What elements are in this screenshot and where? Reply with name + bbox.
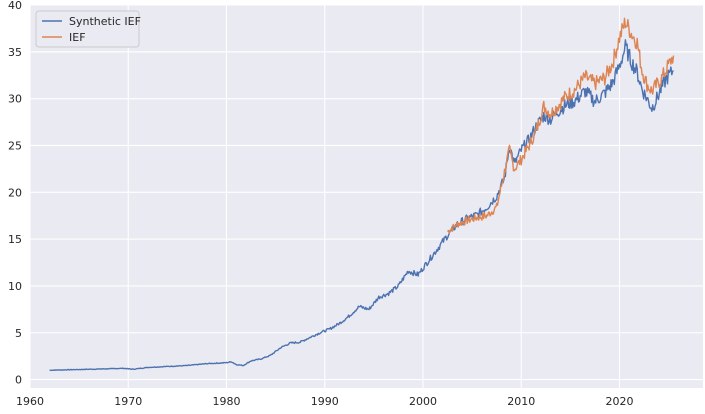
x-tick-label: 1990: [311, 395, 339, 408]
x-tick-label: 2000: [409, 395, 437, 408]
y-tick-label: 40: [8, 0, 22, 12]
y-tick-label: 5: [15, 327, 22, 340]
x-tick-label: 2010: [507, 395, 535, 408]
y-tick-label: 15: [8, 233, 22, 246]
y-tick-label: 20: [8, 186, 22, 199]
legend-label: Synthetic IEF: [69, 15, 141, 28]
y-tick-label: 30: [8, 93, 22, 106]
tick-labels: 1960 1970 1980 1990 2000 2010 2020 0 5 10 15 20 25 30…: [8, 0, 633, 408]
x-tick-label: 1980: [212, 395, 240, 408]
x-tick-label: 1960: [16, 395, 44, 408]
legend-label: IEF: [69, 31, 86, 44]
y-tick-label: 0: [15, 374, 22, 387]
legend: Synthetic IEF IEF: [35, 10, 141, 48]
y-tick-label: 35: [8, 46, 22, 59]
series-layer: [49, 17, 675, 372]
y-tick-label: 10: [8, 280, 22, 293]
x-tick-label: 2020: [605, 395, 633, 408]
legend-box: [35, 10, 140, 48]
series-line-1: [447, 17, 675, 234]
y-tick-label: 25: [8, 139, 22, 152]
series-line-0: [49, 39, 674, 372]
plot-background: [30, 5, 703, 388]
x-tick-label: 1970: [114, 395, 142, 408]
